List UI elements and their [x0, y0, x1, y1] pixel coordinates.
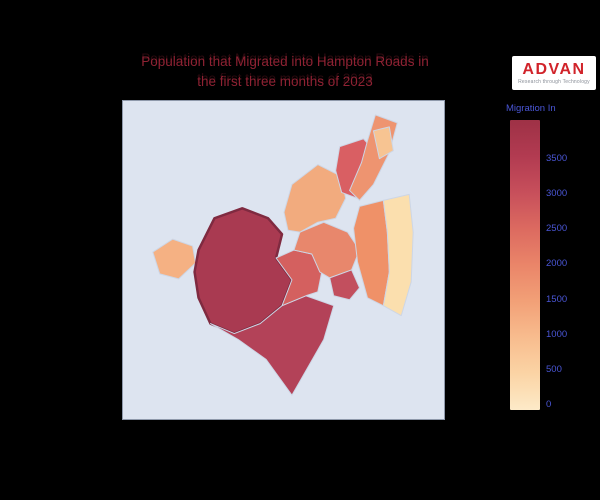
choropleth-plot-area	[122, 100, 445, 420]
chart-title: Population that Migrated into Hampton Ro…	[50, 52, 520, 92]
map-region-upper-center-light[interactable]	[283, 164, 347, 233]
advan-logo-tagline: Research through Technology	[518, 78, 590, 85]
advan-logo-text: ADVAN	[522, 60, 586, 78]
choropleth-svg	[152, 114, 414, 396]
colorbar-tick-label: 0	[546, 398, 552, 410]
colorbar-tick-label: 500	[546, 363, 562, 375]
map-region-south-triangle[interactable]	[209, 295, 335, 396]
colorbar-ticks: 3500 3000 2500 2000 1500 1000 500 0	[546, 120, 567, 410]
colorbar-gradient	[510, 120, 540, 410]
colorbar-tick-label: 3500	[546, 153, 568, 164]
colorbar-tick-label: 2000	[546, 258, 568, 270]
colorbar-tick-label: 3000	[546, 188, 568, 200]
map-region-north-notch[interactable]	[372, 126, 394, 160]
chart-title-line1: Population that Migrated into Hampton Ro…	[141, 54, 429, 69]
advan-logo: ADVAN Research through Technology	[512, 56, 596, 90]
colorbar-tick-label: 1500	[546, 293, 568, 305]
map-region-east-orange[interactable]	[353, 199, 390, 307]
map-region-west-small[interactable]	[152, 238, 197, 280]
map-region-center-dark-small[interactable]	[329, 269, 361, 301]
colorbar-title: Migration In	[506, 103, 556, 114]
chart-title-line2: the first three months of 2023	[197, 74, 373, 89]
colorbar-tick-label: 1000	[546, 328, 568, 340]
map-region-center-salmon[interactable]	[293, 221, 361, 279]
map-region-east-cream[interactable]	[382, 193, 414, 317]
colorbar-tick-label: 2500	[546, 223, 568, 235]
